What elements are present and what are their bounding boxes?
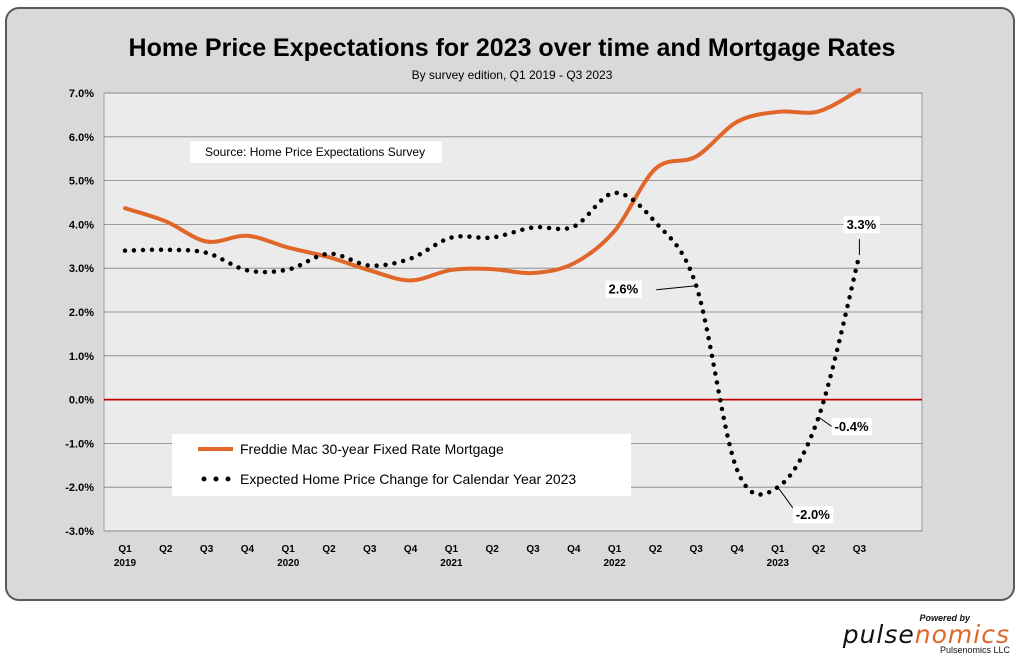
data-label: 2.6%	[609, 282, 639, 297]
annotation-leader	[777, 486, 795, 510]
x-tick-label: Q3	[690, 544, 704, 555]
y-tick-label: 5.0%	[69, 176, 94, 188]
x-tick-label: Q2	[159, 544, 173, 555]
y-tick-label: -2.0%	[65, 482, 94, 494]
x-year-label: 2023	[767, 558, 790, 569]
series-line-mortgage-rate	[123, 87, 862, 283]
x-year-label: 2022	[603, 558, 626, 569]
x-year-label: 2019	[114, 558, 137, 569]
y-tick-label: -3.0%	[65, 526, 94, 538]
y-tick-label: -1.0%	[65, 438, 94, 450]
powered-by-label: Powered by	[919, 613, 970, 623]
chart-subtitle: By survey edition, Q1 2019 - Q3 2023	[411, 68, 613, 82]
data-label: 3.3%	[847, 217, 877, 232]
x-tick-label: Q1	[771, 544, 785, 555]
company-name: Pulsenomics LLC	[939, 645, 1010, 655]
y-tick-label: 6.0%	[69, 132, 94, 144]
legend-label-expected: Expected Home Price Change for Calendar …	[240, 471, 576, 487]
y-tick-label: 0.0%	[69, 395, 94, 407]
logo-text-part2: nomics	[914, 620, 1010, 649]
source-note: Source: Home Price Expectations Survey	[205, 145, 425, 159]
chart-title: Home Price Expectations for 2023 over ti…	[128, 34, 896, 62]
y-tick-label: 1.0%	[69, 351, 94, 363]
x-year-label: 2020	[277, 558, 300, 569]
legend-label-mortgage: Freddie Mac 30-year Fixed Rate Mortgage	[240, 441, 504, 457]
annotation-leader	[656, 285, 697, 291]
pulsenomics-logo: pulsenomics	[843, 620, 1010, 649]
series-line-expected-price-change	[122, 190, 862, 497]
data-label: -0.4%	[835, 419, 869, 434]
x-tick-label: Q2	[812, 544, 826, 555]
logo-text-part1: pulse	[842, 620, 915, 649]
x-year-label: 2021	[440, 558, 463, 569]
y-tick-label: 7.0%	[69, 88, 94, 100]
x-tick-label: Q1	[282, 544, 296, 555]
legend-box	[172, 434, 631, 496]
annotation-leader	[818, 416, 833, 428]
x-tick-label: Q3	[526, 544, 540, 555]
line-chart: -3.0% -2.0% -1.0% 0.0% 1.0% 2.0% 3.0% 4.0% 5.0% 6…	[65, 87, 923, 569]
x-tick-label: Q1	[445, 544, 459, 555]
x-tick-label: Q4	[567, 544, 581, 555]
x-tick-label: Q3	[363, 544, 377, 555]
source-note-box	[190, 141, 442, 163]
data-label-background	[792, 506, 834, 524]
x-tick-label: Q4	[404, 544, 418, 555]
x-tick-label: Q1	[608, 544, 622, 555]
y-tick-label: 2.0%	[69, 307, 94, 319]
x-tick-label: Q2	[322, 544, 336, 555]
x-tick-label: Q4	[241, 544, 255, 555]
data-label-background	[605, 280, 642, 298]
x-tick-label: Q1	[118, 544, 132, 555]
x-tick-label: Q3	[200, 544, 214, 555]
x-tick-label: Q3	[853, 544, 867, 555]
data-label-background	[843, 216, 880, 234]
y-tick-label: 3.0%	[69, 263, 94, 275]
data-label-background	[831, 418, 873, 436]
x-tick-label: Q2	[486, 544, 500, 555]
x-tick-label: Q2	[649, 544, 663, 555]
x-tick-label: Q4	[730, 544, 744, 555]
y-tick-label: 4.0%	[69, 219, 94, 231]
data-label: -2.0%	[796, 507, 830, 522]
